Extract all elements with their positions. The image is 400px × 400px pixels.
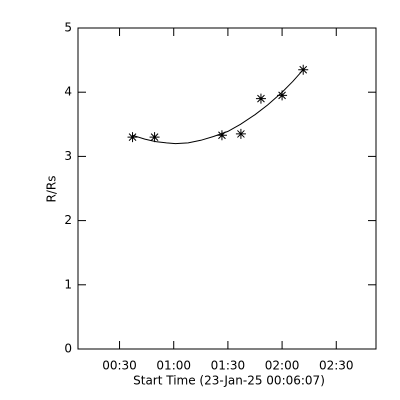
asterisk-point <box>255 93 266 104</box>
asterisk-point <box>235 128 246 139</box>
y-axis-label: R/Rs <box>45 176 59 203</box>
asterisk-point <box>127 132 138 143</box>
asterisk-point <box>216 130 227 141</box>
y-tick-label: 5 <box>64 21 72 35</box>
asterisk-point <box>149 132 160 143</box>
fit-curve <box>132 68 305 145</box>
y-tick-label: 2 <box>64 213 72 227</box>
x-tick-label: 01:00 <box>156 359 191 373</box>
y-tick-label: 0 <box>64 342 72 356</box>
y-tick-label: 4 <box>64 85 72 99</box>
asterisk-point <box>277 90 288 101</box>
x-axis-label: Start Time (23-Jan-25 00:06:07) <box>133 374 325 388</box>
x-tick-label: 00:30 <box>102 359 137 373</box>
y-tick-label: 1 <box>64 277 72 291</box>
x-tick-label: 02:30 <box>319 359 354 373</box>
y-tick-label: 3 <box>64 149 72 163</box>
x-tick-label: 01:30 <box>211 359 246 373</box>
x-tick-label: 02:00 <box>265 359 300 373</box>
plot-frame <box>77 27 377 350</box>
